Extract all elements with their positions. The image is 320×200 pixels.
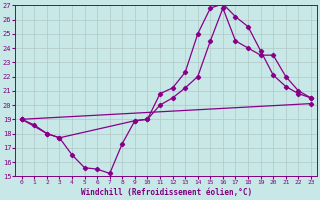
X-axis label: Windchill (Refroidissement éolien,°C): Windchill (Refroidissement éolien,°C) <box>81 188 252 197</box>
